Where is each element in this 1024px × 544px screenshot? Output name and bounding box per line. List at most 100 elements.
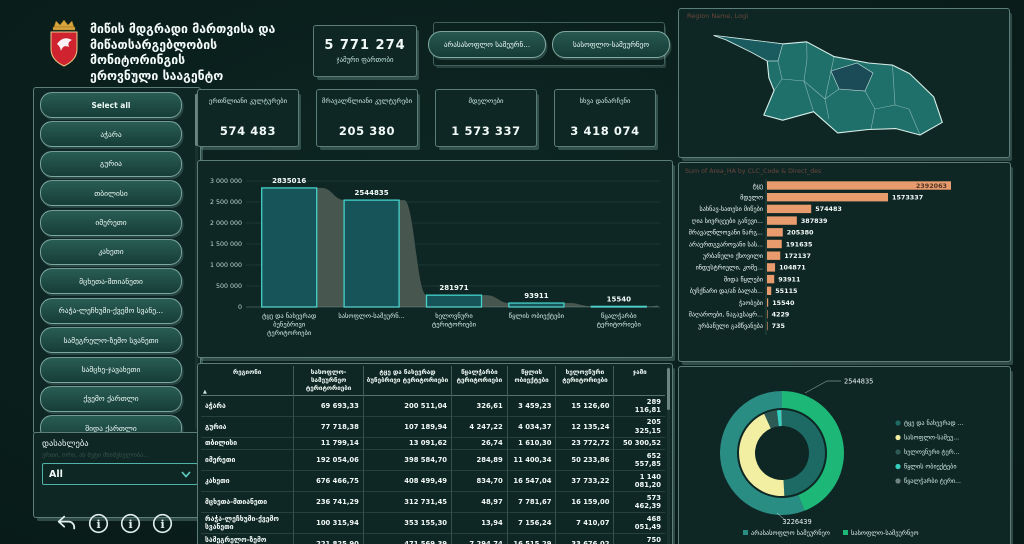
table-scrollbar-thumb[interactable]	[667, 368, 670, 410]
legend-item-label[interactable]: სასოფლო-სამეურნეო	[851, 528, 919, 537]
cell: 289 116,81	[613, 395, 665, 417]
info-icon[interactable]: i	[119, 512, 141, 534]
y-tick-label: 0	[238, 304, 242, 311]
bar-4[interactable]	[590, 305, 647, 308]
column-header-0[interactable]: რეგიონი ▲	[203, 369, 262, 395]
inner-slice-2[interactable]	[764, 410, 779, 429]
legend-item-label[interactable]: ხელოვნური ტერ...	[904, 447, 960, 456]
outer-slice-1[interactable]	[720, 391, 805, 515]
x-category-label: სასოფლო-სამეურნ...	[338, 311, 405, 320]
region-list-scrollbar[interactable]	[195, 92, 198, 429]
column-header-1[interactable]: სასოფლო-სამეურნეო ტერიტორიები	[293, 366, 364, 396]
hbar-1[interactable]	[767, 193, 889, 202]
hbar-3[interactable]	[767, 216, 797, 225]
table-row[interactable]: სამეგრელო-ზემო სვანეთი 221 825,90471 569,…	[201, 533, 665, 544]
cell: 408 499,49	[362, 470, 452, 492]
hbar-10[interactable]	[767, 298, 769, 307]
x-category-label: ტერიტორიები	[432, 320, 477, 329]
legend-item-label[interactable]: ტყე და ნახევრად ...	[904, 418, 963, 427]
column-header-3[interactable]: წყალჭარბი ტერიტორიები	[451, 366, 508, 396]
settlement-filter-label: დასახლება	[42, 439, 89, 449]
hbar-8[interactable]	[767, 274, 775, 284]
georgia-map[interactable]	[679, 9, 1009, 157]
table-row[interactable]: მცხეთა-მთიანეთი 236 741,29 312 731,45 48,97…	[201, 491, 665, 513]
x-category-label: წყლის ობიექტები	[509, 312, 565, 320]
hbar-9[interactable]	[767, 286, 772, 295]
bar-0[interactable]	[261, 187, 318, 308]
legend-item-label[interactable]: სასოფლო-სამეუ...	[904, 434, 959, 442]
cell: თბილისი	[205, 439, 238, 448]
column-header-2[interactable]: ტყე და ნახევრად ბუნებრივი ტერიტორიები	[362, 366, 452, 396]
non-agricultural-button[interactable]: არასასოფლო სამეურნ...	[428, 30, 546, 58]
region-button-3[interactable]: იმერეთი	[40, 209, 182, 236]
legend-item-label[interactable]: წყალჭარბი ტერი...	[904, 476, 961, 485]
inner-slice-4[interactable]	[781, 410, 782, 427]
cell: 471 569,39	[362, 533, 452, 544]
region-button-0[interactable]: აჭარა	[40, 121, 182, 148]
hbar-5[interactable]	[767, 239, 782, 249]
info-icon[interactable]: i	[151, 512, 173, 534]
kpi-card-meadows: მდელოები 1 573 337	[435, 89, 537, 147]
region-button-1[interactable]: გურია	[40, 150, 182, 177]
hbar-value-label: 735	[772, 322, 785, 330]
table-row[interactable]: გურია 77 718,38 107 189,94 4 247,22 4 034,37…	[201, 416, 665, 438]
region-button-7[interactable]: სამეგრელო-ზემო სვანეთი	[40, 327, 182, 354]
hbar-0[interactable]	[767, 181, 951, 190]
hbar-2[interactable]	[767, 204, 812, 214]
column-header-4[interactable]: წყლის ობიექტები	[506, 366, 556, 396]
legend-item-label[interactable]: არასასოფლო სამეურნეო	[751, 528, 830, 537]
table-row[interactable]: კახეთი 676 466,75 408 499,49 834,70 16 547,0…	[201, 470, 665, 492]
table-row[interactable]: რაჭა-ლეჩხუმი-ქვემო სვანეთი 100 315,94 353 …	[201, 512, 665, 534]
table-row[interactable]: აჭარა 69 693,33 200 511,04 326,61 3 459,23 15…	[201, 395, 665, 417]
hbar-4[interactable]	[767, 228, 783, 237]
hbar-11[interactable]	[767, 310, 768, 319]
page-title: მიწის მდგრადი მართვისა და მიწათსარგებლობ…	[90, 22, 315, 84]
map-region-border	[824, 56, 835, 120]
select-all-button[interactable]: Select all	[40, 92, 182, 118]
column-header-5[interactable]: ხელოვნური ტერიტორიები	[555, 366, 614, 396]
info-icon[interactable]: i	[87, 512, 109, 534]
sort-ascending-icon[interactable]: ▲	[203, 389, 207, 395]
cell: 192 054,06	[293, 449, 364, 471]
chart-title: Sum of Area_HA by CLC_Code & Direct_des	[685, 168, 821, 175]
bar-3[interactable]	[508, 302, 565, 308]
region-button-4[interactable]: კახეთი	[40, 238, 182, 265]
inner-slice-3[interactable]	[776, 410, 782, 427]
agricultural-button[interactable]: სასოფლო-სამეურნეო	[552, 30, 670, 58]
settlement-dropdown[interactable]: All	[42, 463, 198, 485]
table-row[interactable]: თბილისი 11 799,14 13 091,62 26,74 1 610,30 23…	[201, 437, 665, 450]
outer-slice-0[interactable]	[782, 391, 844, 511]
legend-item-label[interactable]: წყლის ობიექტები	[904, 463, 957, 471]
cell: 13,94	[451, 512, 508, 534]
region-button-2[interactable]: თბილისი	[40, 180, 182, 207]
cell: 11 400,34	[506, 449, 556, 471]
cell: 48,97	[451, 491, 508, 513]
inner-slice-1[interactable]	[739, 413, 785, 496]
region-button-8[interactable]: სამცხე-ჯავახეთი	[40, 356, 182, 383]
region-summary-table-panel: რეგიონი ▲ სასოფლო-სამეურნეო ტერიტორიები ტყე…	[197, 363, 673, 544]
cell: 26,74	[451, 437, 508, 450]
region-button-9[interactable]: ქვემო ქართლი	[40, 385, 182, 412]
hbar-6[interactable]	[767, 251, 781, 260]
cell: 4 247,22	[451, 416, 508, 438]
column-header-6[interactable]: ჯამი	[613, 366, 665, 396]
legend-swatch	[743, 530, 748, 535]
table-row[interactable]: იმერეთი 192 054,06 398 584,70 284,89 11 400,…	[201, 449, 665, 471]
cell: 77 718,38	[293, 416, 364, 438]
region-button-5[interactable]: მცხეთა-მთიანეთი	[40, 268, 182, 295]
bar-2[interactable]	[425, 294, 483, 308]
cell: 16 547,04	[506, 470, 556, 492]
region-list-scrollbar-thumb[interactable]	[195, 94, 198, 146]
region-button-6[interactable]: რაჭა-ლეჩხუმი-ქვემო სვანე...	[40, 297, 182, 324]
page-title-line: მიწათსარგებლობის მონიტორინგის	[90, 37, 218, 68]
hbar-7[interactable]	[767, 263, 776, 272]
table-scrollbar[interactable]	[667, 366, 670, 544]
inner-slice-0[interactable]	[782, 410, 826, 496]
kpi-value: 3 418 074	[570, 124, 640, 138]
cell: 100 315,94	[293, 512, 364, 534]
hbar-12[interactable]	[767, 321, 768, 331]
undo-icon[interactable]	[55, 512, 77, 534]
kpi-label: სხვა დანარჩენი	[579, 97, 631, 105]
map-region-dark-patch[interactable]	[830, 62, 874, 92]
bar-1[interactable]	[343, 199, 400, 308]
